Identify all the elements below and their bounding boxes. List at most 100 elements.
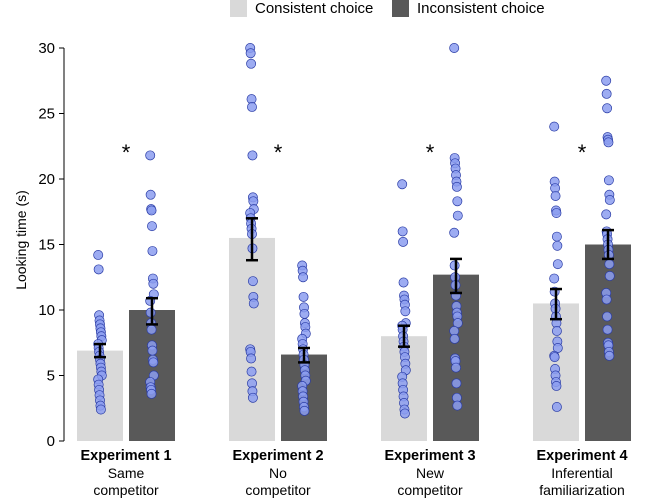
data-point-consistent-exp4 [549,352,560,363]
legend-swatch-consistent [230,0,247,17]
data-point-consistent-exp3 [398,236,409,247]
x-category-2-line2: competitor [245,482,311,498]
legend: Consistent choice Inconsistent choice [0,0,657,22]
significance-star-exp3: * [426,140,435,165]
data-point-consistent-exp4 [551,401,562,412]
data-point-inconsistent-exp2 [299,405,310,416]
data-point-inconsistent-exp1 [145,150,156,161]
data-point-consistent-exp2 [246,58,257,69]
data-point-consistent-exp4 [551,381,562,391]
data-point-inconsistent-exp4 [602,311,613,322]
data-point-inconsistent-exp4 [601,294,612,305]
significance-star-exp1: * [122,140,131,165]
data-point-inconsistent-exp1 [147,221,157,232]
legend-label-inconsistent: Inconsistent choice [417,0,545,17]
data-point-inconsistent-exp1 [145,189,156,200]
data-point-consistent-exp4 [552,259,563,270]
x-category-1-line2: competitor [93,482,159,498]
legend-item-inconsistent: Inconsistent choice [392,0,545,17]
data-point-consistent-exp4 [549,121,560,132]
significance-star-exp2: * [274,140,283,165]
data-point-inconsistent-exp3 [452,196,463,207]
data-point-consistent-exp4 [550,191,561,201]
data-point-inconsistent-exp1 [147,246,158,256]
y-tick-label: 30 [38,40,55,57]
data-point-consistent-exp4 [551,208,562,219]
data-point-consistent-exp2 [248,298,259,309]
data-point-consistent-exp2 [247,150,258,161]
x-category-3: Experiment 3 New competitor [355,448,505,499]
data-point-inconsistent-exp4 [602,324,613,335]
x-category-4-title: Experiment 4 [536,448,628,464]
data-point-inconsistent-exp1 [146,324,157,335]
y-tick-label: 0 [47,433,55,450]
data-point-inconsistent-exp4 [602,103,613,114]
data-point-consistent-exp4 [551,326,562,336]
x-category-4-line1: Inferential [551,465,613,481]
data-point-inconsistent-exp3 [452,210,463,221]
data-point-consistent-exp3 [399,408,410,419]
data-point-inconsistent-exp3 [449,333,460,344]
data-point-inconsistent-exp3 [449,260,460,271]
x-category-4-line2: familiarization [539,482,625,498]
data-point-consistent-exp2 [247,392,258,403]
data-point-consistent-exp3 [397,179,408,190]
data-point-inconsistent-exp3 [449,43,460,53]
y-tick-label: 15 [38,237,55,254]
data-point-inconsistent-exp1 [148,278,159,289]
x-category-3-title: Experiment 3 [384,448,476,464]
x-category-2-line1: No [269,465,287,481]
data-point-consistent-exp2 [247,276,258,287]
significance-star-exp4: * [578,140,587,165]
data-point-inconsistent-exp3 [449,227,460,238]
data-point-inconsistent-exp1 [146,388,157,399]
y-tick-label: 25 [38,106,55,123]
y-tick-label: 10 [38,302,55,319]
data-point-consistent-exp4 [549,273,560,284]
data-point-inconsistent-exp1 [146,205,157,216]
legend-item-consistent: Consistent choice [230,0,373,17]
x-category-2-title: Experiment 2 [232,448,324,464]
x-category-2: Experiment 2 No competitor [203,448,353,499]
data-point-inconsistent-exp4 [604,259,615,270]
data-point-inconsistent-exp4 [601,209,612,220]
data-point-inconsistent-exp1 [148,357,159,368]
data-point-consistent-exp3 [397,226,408,237]
data-point-consistent-exp2 [246,366,257,377]
data-point-inconsistent-exp4 [604,350,615,361]
x-category-3-line1: New [415,465,444,481]
data-point-consistent-exp2 [245,48,256,59]
data-point-inconsistent-exp1 [145,307,156,318]
legend-swatch-inconsistent [392,0,409,17]
x-category-1: Experiment 1 Same competitor [51,448,201,499]
data-point-inconsistent-exp3 [451,181,462,192]
data-point-consistent-exp3 [398,277,409,288]
data-point-consistent-exp3 [400,306,411,317]
legend-label-consistent: Consistent choice [255,0,374,17]
data-point-inconsistent-exp2 [298,291,309,302]
data-point-consistent-exp4 [552,240,563,251]
data-point-inconsistent-exp4 [604,270,615,281]
data-point-consistent-exp1 [95,404,106,415]
data-point-inconsistent-exp4 [601,88,612,99]
x-category-1-line1: Same [107,465,145,481]
x-category-1-title: Experiment 1 [80,448,172,464]
data-point-inconsistent-exp4 [601,75,612,86]
data-point-inconsistent-exp3 [452,400,463,411]
data-point-inconsistent-exp4 [603,137,614,148]
y-tick-label: 20 [38,171,55,188]
x-category-3-line2: competitor [397,482,463,498]
y-tick-label: 5 [47,368,55,385]
data-point-inconsistent-exp1 [147,345,158,356]
data-point-consistent-exp1 [93,264,104,275]
x-category-4: Experiment 4 Inferential familiarization [507,448,657,499]
data-point-consistent-exp2 [246,353,257,364]
data-point-inconsistent-exp2 [299,308,310,319]
data-point-consistent-exp2 [247,101,257,112]
bar-consistent-exp2 [229,237,275,441]
data-point-inconsistent-exp2 [298,272,309,283]
data-point-consistent-exp4 [551,231,562,242]
data-point-consistent-exp1 [93,250,104,260]
data-point-inconsistent-exp3 [451,378,462,389]
